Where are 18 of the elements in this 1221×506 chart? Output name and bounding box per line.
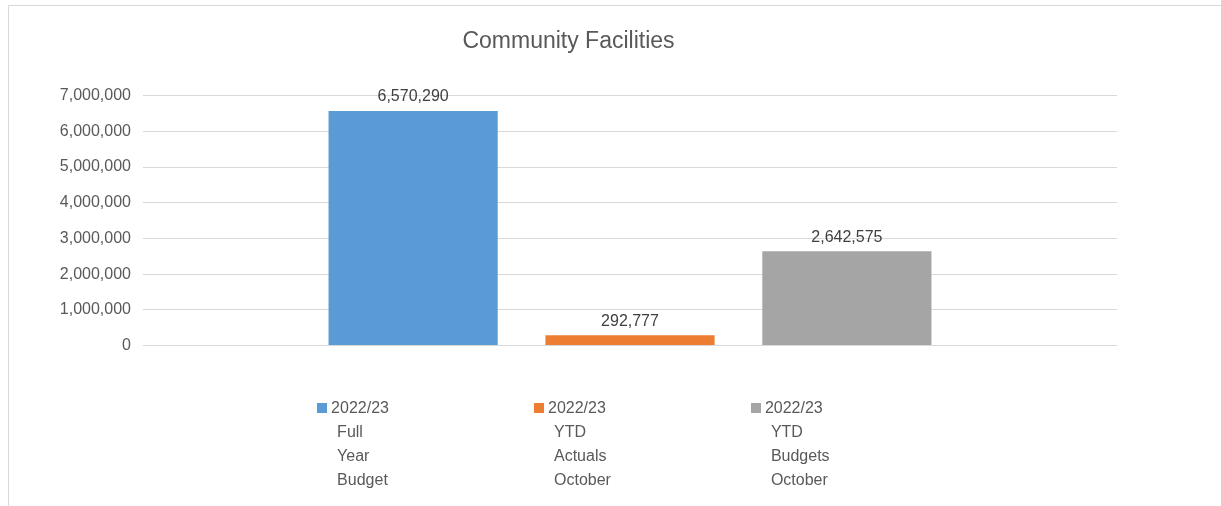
- legend-label: 2022/23 YTD Budgets October: [763, 398, 831, 490]
- y-tick-label: 6,000,000: [59, 121, 132, 139]
- data-label: 292,777: [601, 311, 660, 329]
- data-label: 6,570,290: [377, 87, 449, 105]
- legend-label: 2022/23 YTD Actuals October: [547, 398, 612, 490]
- y-tick-label: 3,000,000: [59, 228, 132, 246]
- data-label: 2,642,575: [811, 227, 883, 245]
- bar: [328, 110, 498, 346]
- legend-label: 2022/23 Full Year Budget: [330, 398, 390, 490]
- y-tick-label: 1,000,000: [59, 300, 132, 318]
- y-tick-label: 5,000,000: [59, 157, 132, 175]
- y-tick-label: 0: [122, 336, 132, 354]
- bar: [545, 335, 715, 346]
- y-tick-label: 4,000,000: [59, 193, 132, 211]
- y-tick-label: 7,000,000: [59, 86, 132, 104]
- chart-title: Community Facilities: [462, 27, 675, 54]
- bar: [762, 251, 932, 346]
- y-tick-label: 2,000,000: [59, 264, 132, 282]
